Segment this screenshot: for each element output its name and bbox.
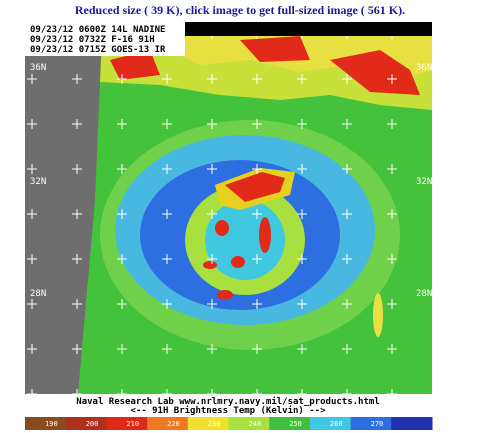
overlay-line: 09/23/12 0732Z F-16 91H <box>30 35 155 45</box>
grid-marks <box>25 36 432 394</box>
color-scale: 190 200 210 220 230 240 250 260 270 <box>25 417 433 430</box>
scale-swatch <box>228 417 270 430</box>
lat-label: 28N <box>30 289 46 299</box>
legend-panel <box>25 394 432 416</box>
lat-label: 32N <box>416 177 432 187</box>
overlay-line: 09/23/12 0715Z GOES-13 IR <box>30 45 166 55</box>
scale-label: 230 <box>208 420 221 428</box>
scale-swatch <box>25 417 67 430</box>
scale-label: 240 <box>249 420 262 428</box>
lat-label: 32N <box>30 177 46 187</box>
scale-label: 190 <box>45 420 58 428</box>
scale-label: 200 <box>86 420 99 428</box>
scale-swatch <box>65 417 107 430</box>
overlay-line: 09/23/12 0600Z 14L NADINE <box>30 25 165 35</box>
overlay-bg <box>25 22 185 56</box>
credit: Naval Research Lab www.nrlmry.navy.mil/s… <box>76 396 379 407</box>
scale-label: 220 <box>167 420 180 428</box>
scale-title: <-- 91H Brightness Temp (Kelvin) --> <box>130 405 326 416</box>
scale-swatch <box>309 417 352 430</box>
caption-link[interactable]: Reduced size ( 39 K), click image to get… <box>74 3 406 17</box>
scale-label: 260 <box>330 420 343 428</box>
scale-label: 270 <box>371 420 384 428</box>
scale-label: 210 <box>126 420 139 428</box>
scale-swatch <box>269 417 311 430</box>
lat-label: 36N <box>30 63 46 73</box>
scale-swatch <box>350 417 392 430</box>
scale-swatch <box>391 417 433 430</box>
scale-label: 250 <box>289 420 302 428</box>
scale-swatch <box>147 417 189 430</box>
lat-label: 36N <box>416 63 432 73</box>
scale-swatch <box>187 417 229 430</box>
lat-label: 28N <box>416 289 432 299</box>
scale-swatch <box>106 417 148 430</box>
